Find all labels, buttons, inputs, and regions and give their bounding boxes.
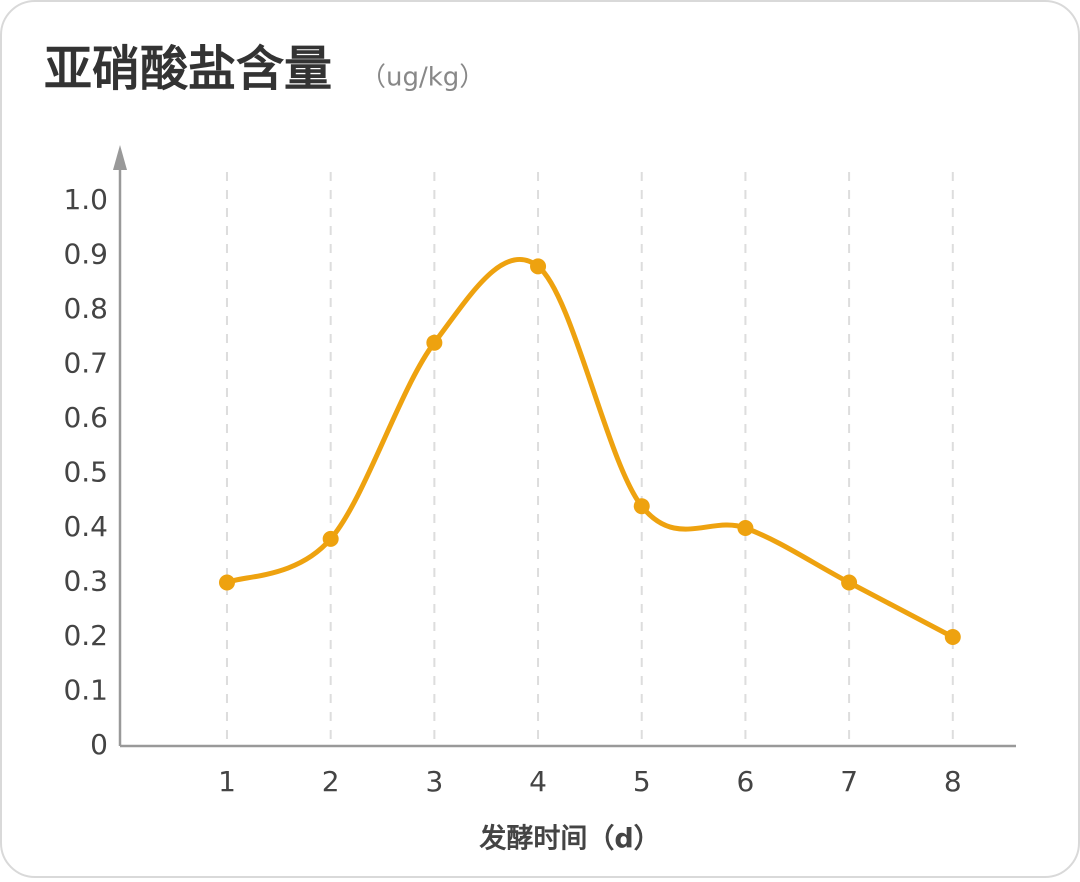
y-axis-arrow (113, 145, 127, 170)
point (841, 574, 858, 591)
x-axis-label: 发酵时间（d） (478, 823, 660, 855)
x-tick-label: 4 (529, 765, 547, 798)
y-tick-label: 0 (90, 728, 108, 761)
chart-title: 亚硝酸盐含量 (44, 41, 332, 97)
y-tick-label: 0.3 (63, 565, 108, 598)
line (226, 257, 954, 640)
x-tick-label: 1 (218, 765, 236, 798)
point (737, 520, 754, 536)
point (322, 530, 339, 547)
y-tick-label: 0.4 (63, 510, 108, 543)
x-tick-label: 2 (322, 765, 340, 798)
x-tick-label: 5 (633, 765, 651, 798)
chart-subtitle: （ug/kg） (360, 63, 485, 93)
point (944, 629, 961, 645)
y-tick-label: 0.7 (63, 347, 108, 380)
x-tick-label: 3 (425, 765, 443, 798)
y-tick-label: 0.6 (63, 401, 108, 434)
point (218, 574, 235, 591)
y-tick-label: 1.0 (63, 183, 108, 216)
x-tick-label: 7 (840, 765, 858, 798)
point (426, 334, 443, 351)
x-tick-label: 8 (944, 765, 962, 798)
y-tick-label: 0.1 (63, 674, 108, 707)
y-tick-label: 0.5 (63, 456, 108, 489)
y-tick-label: 0.9 (63, 238, 108, 271)
point (633, 498, 650, 515)
x-tick-label: 6 (737, 765, 755, 798)
point (530, 258, 547, 275)
y-tick-label: 0.8 (63, 292, 108, 325)
y-tick-label: 0.2 (63, 619, 108, 652)
